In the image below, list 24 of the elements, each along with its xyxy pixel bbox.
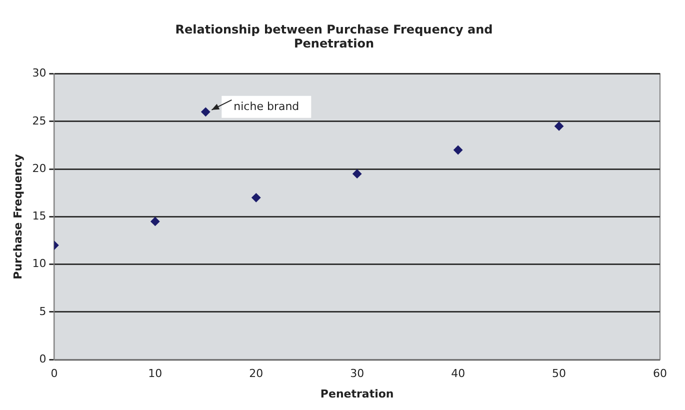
x-tick-label: 30	[350, 367, 364, 380]
x-tick-label: 0	[50, 367, 58, 380]
y-tick-label: 0	[39, 352, 46, 366]
x-tick-label: 40	[451, 367, 466, 380]
x-tick-label: 50	[552, 367, 566, 380]
chart-title: Relationship between Purchase Frequency and Penetration	[175, 22, 493, 51]
x-tick-label: 60	[653, 367, 667, 380]
y-tick-label: 5	[39, 304, 46, 318]
y-tick-label: 30	[32, 66, 46, 80]
point	[554, 122, 564, 131]
x-tick-label: 10	[148, 367, 162, 380]
y-tick-label: 15	[32, 210, 46, 223]
y-tick-label: 20	[32, 162, 46, 175]
point	[454, 146, 463, 155]
x-axis-title: Penetration	[320, 387, 394, 400]
y-tick-label: 10	[32, 257, 46, 270]
point	[252, 193, 261, 202]
y-axis-title: Purchase Frequency	[11, 154, 24, 280]
x-tick-label: 20	[249, 367, 264, 380]
point	[352, 169, 362, 178]
annotation: niche brand	[234, 100, 300, 113]
point	[201, 107, 210, 116]
point	[150, 216, 160, 226]
y-tick-label: 25	[32, 114, 46, 128]
